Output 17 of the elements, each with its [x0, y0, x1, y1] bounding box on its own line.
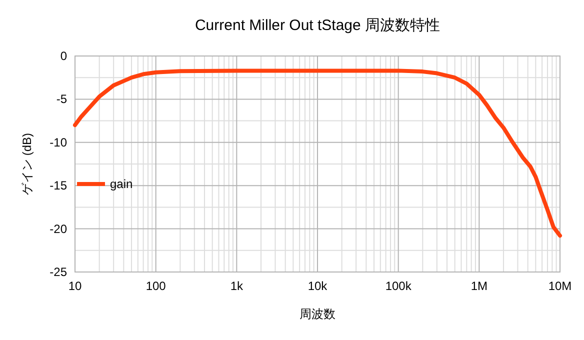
- x-tick-label: 10: [68, 279, 82, 293]
- x-tick-label: 100: [146, 279, 166, 293]
- y-tick-label: -25: [50, 265, 68, 279]
- y-tick-label: 0: [60, 49, 68, 63]
- y-tick-label: -20: [50, 222, 68, 236]
- x-tick-label: 10M: [548, 279, 572, 293]
- x-tick-label: 100k: [385, 279, 412, 293]
- x-axis-title: 周波数: [300, 307, 336, 321]
- y-tick-label: -15: [50, 178, 68, 193]
- legend-label: gain: [110, 177, 133, 191]
- x-tick-label: 10k: [308, 279, 328, 293]
- x-tick-label: 1k: [230, 279, 244, 293]
- y-axis-title: ゲイン (dB): [20, 132, 34, 196]
- y-tick-label: -10: [50, 135, 68, 150]
- x-tick-label: 1M: [470, 279, 488, 293]
- chart-title: Current Miller Out tStage 周波数特性: [194, 17, 440, 34]
- y-tick-label: -5: [56, 92, 68, 106]
